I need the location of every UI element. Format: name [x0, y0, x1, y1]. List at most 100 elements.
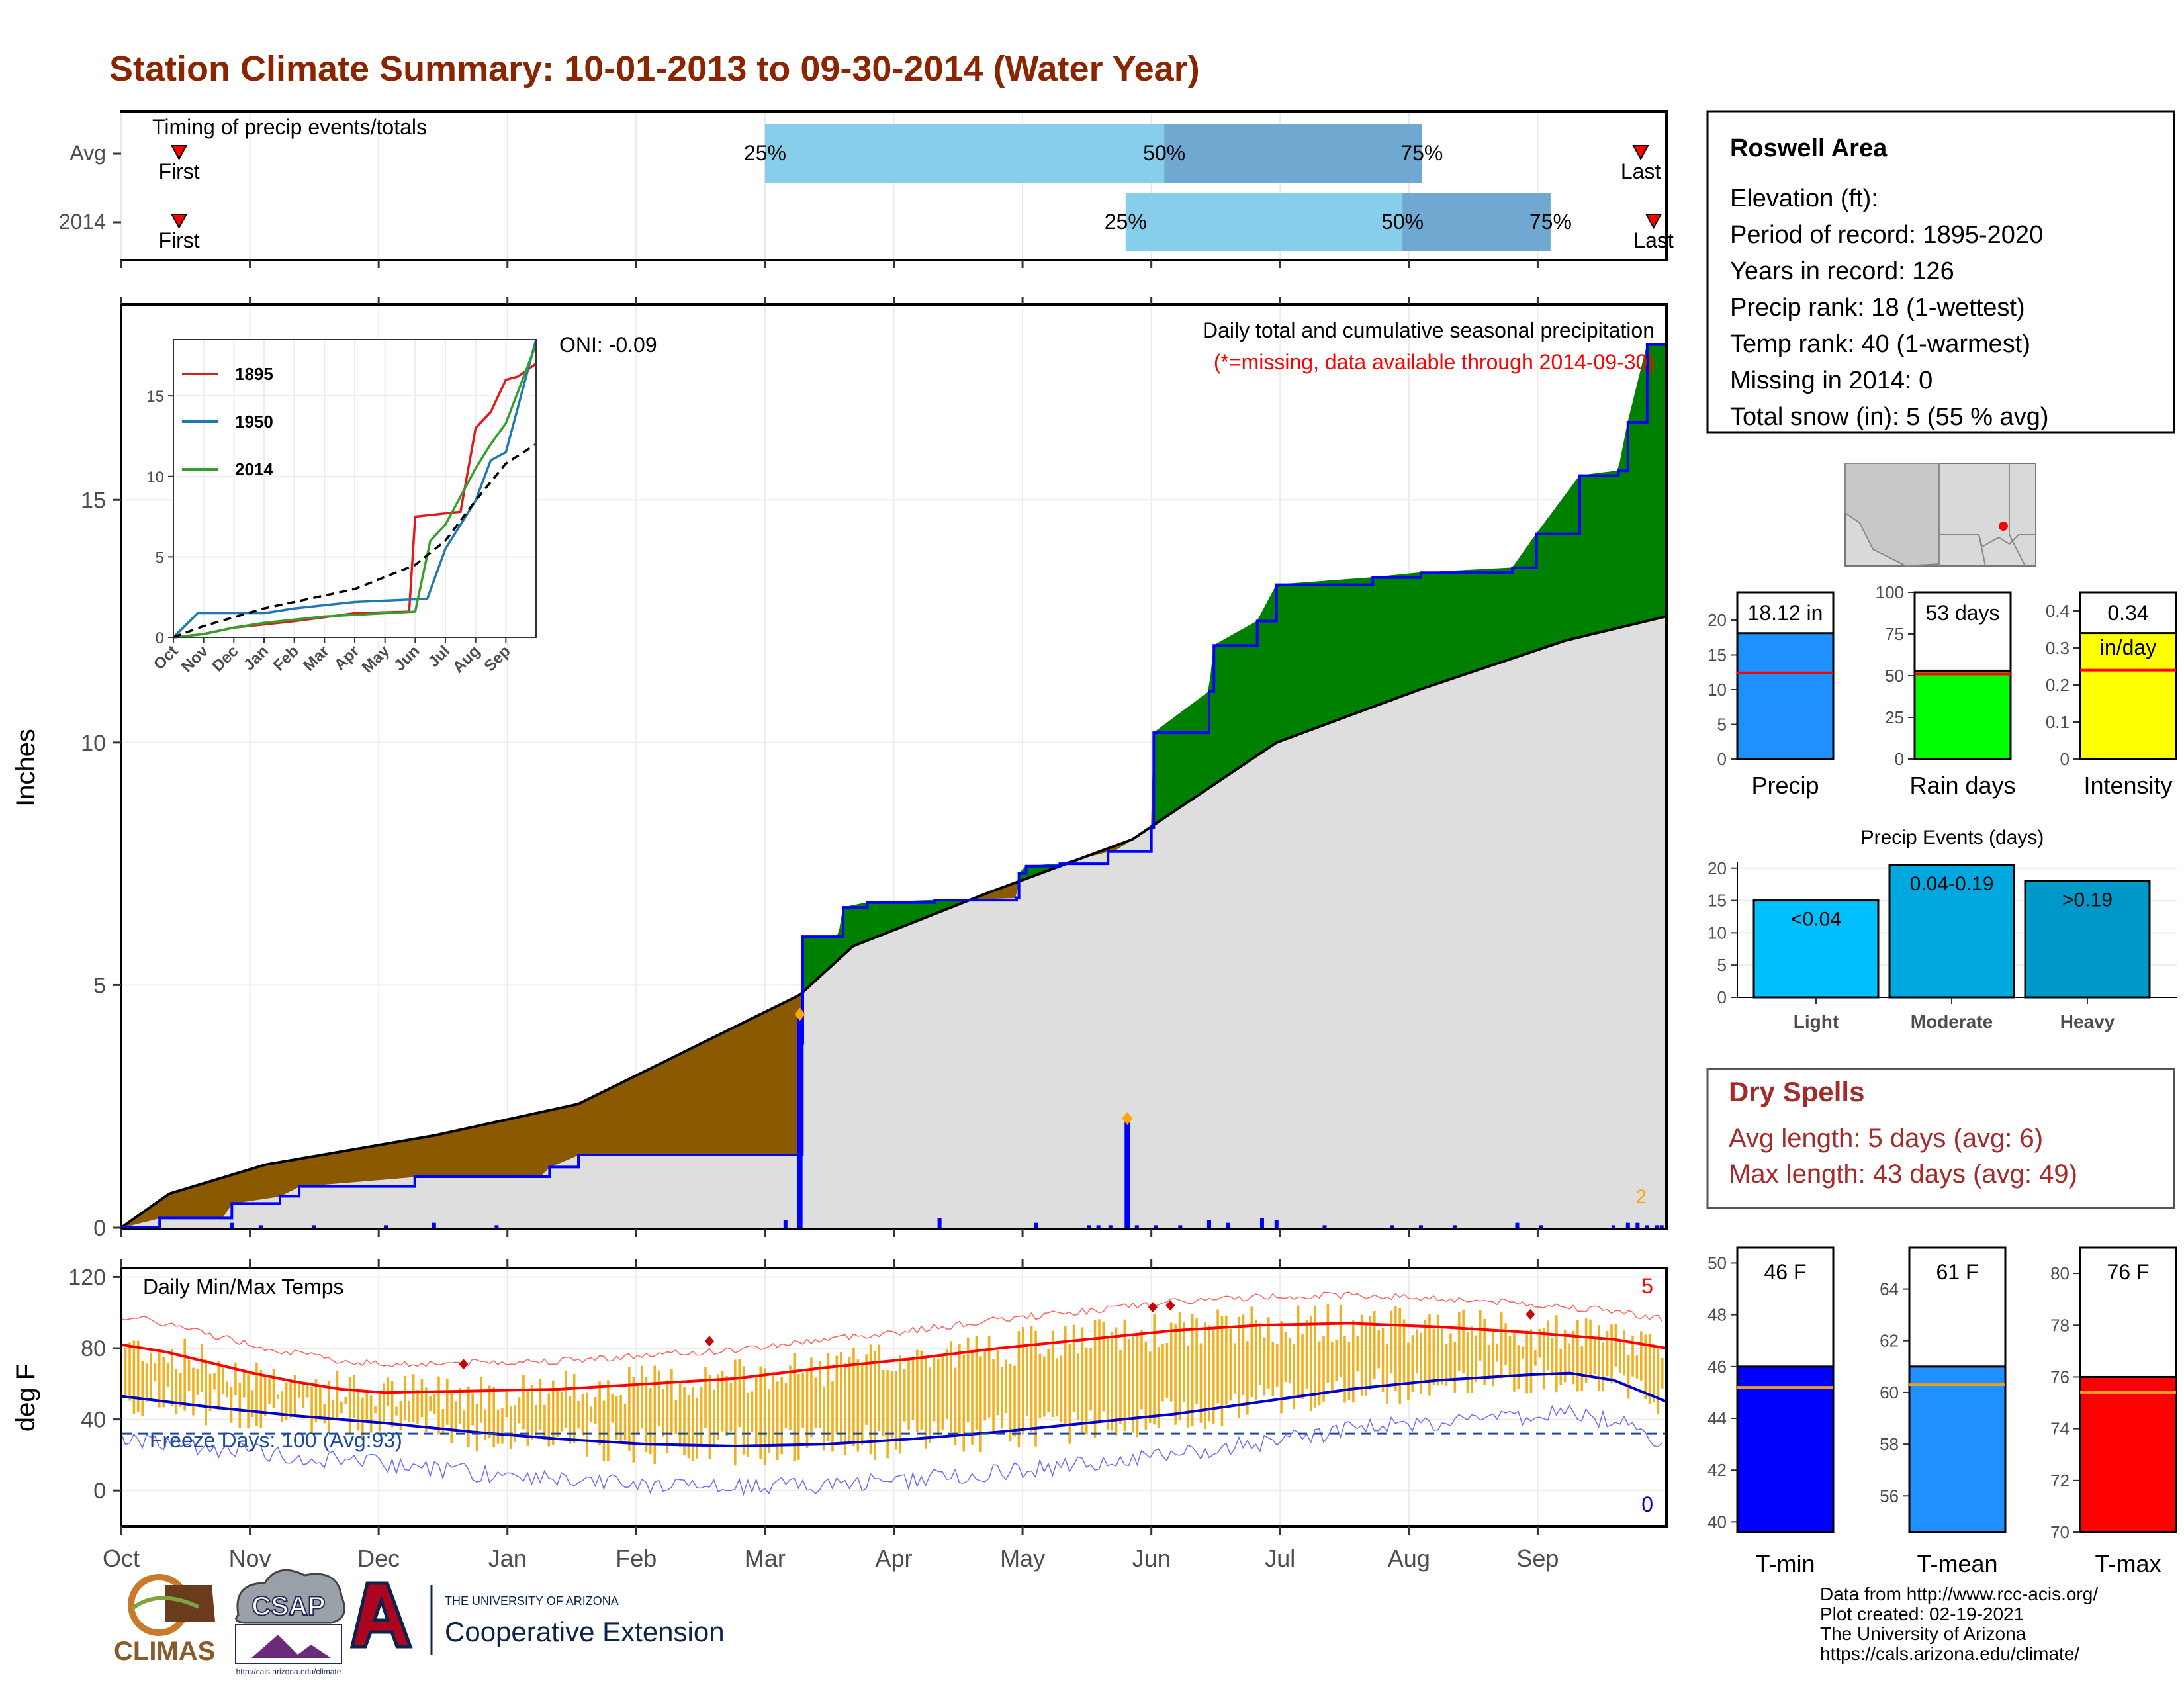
daily-temp-bar [1343, 1336, 1346, 1403]
daily-temp-bar [1631, 1336, 1634, 1377]
record-low-line [120, 1404, 1663, 1496]
last-event-marker [1632, 145, 1649, 161]
map-border-south [1978, 534, 2026, 567]
avg-min-temp-line [120, 1371, 1667, 1447]
daily-temp-bar [1199, 1343, 1203, 1423]
daily-temp-bar [1254, 1319, 1257, 1400]
daily-temp-bar [463, 1410, 466, 1432]
daily-temp-bar [1360, 1314, 1363, 1396]
daily-temp-bar [1089, 1348, 1092, 1411]
daily-temp-bar [1271, 1342, 1275, 1396]
month-tick-label: May [1000, 1545, 1045, 1572]
daily-temp-bar [1475, 1335, 1478, 1383]
daily-temp-bar [700, 1387, 703, 1445]
dry-spells-box: Dry Spells Avg length: 5 days (avg: 6) M… [1706, 1068, 2175, 1209]
daily-temp-bar [954, 1367, 957, 1445]
timing-panel: Timing of precip events/totals 25% 50% 75%… [120, 110, 1674, 261]
daily-temp-bar [408, 1400, 411, 1422]
daily-temp-bar [713, 1389, 715, 1447]
daily-temp-bar [251, 1390, 254, 1417]
daily-temp-bar [577, 1400, 580, 1429]
daily-temp-bar [547, 1393, 551, 1447]
daily-temp-bar [890, 1371, 893, 1439]
university-text: The University of Arizona [1820, 1623, 2026, 1644]
daily-temp-bar [754, 1377, 758, 1445]
daily-precip-bar [1645, 1225, 1649, 1228]
daily-temp-bar [1598, 1325, 1600, 1391]
daily-temp-bar [645, 1377, 648, 1453]
daily-temp-bar [628, 1367, 631, 1451]
daily-temp-bar [1318, 1341, 1321, 1406]
daily-temp-bar [1009, 1363, 1012, 1442]
heavy-event-marker [1122, 1112, 1133, 1126]
daily-temp-bar [772, 1371, 775, 1445]
daily-temp-bar [751, 1391, 754, 1433]
daily-temp-bar [1098, 1319, 1101, 1424]
daily-temp-bar [971, 1353, 974, 1445]
daily-temp-bar [259, 1369, 263, 1429]
daily-temp-bar [1284, 1332, 1287, 1383]
daily-precip-bar [1034, 1222, 1038, 1228]
daily-temp-bar [471, 1393, 474, 1426]
events-y-tick-label: 0 [1717, 987, 1727, 1007]
daily-temp-bar [1449, 1333, 1452, 1379]
daily-temp-bar [1169, 1322, 1173, 1402]
month-tick-label: Nov [229, 1545, 271, 1572]
daily-temp-bar [1132, 1334, 1134, 1433]
daily-temp-bar [327, 1381, 330, 1432]
daily-temp-bar [433, 1393, 436, 1414]
timing-p75-label: 75% [1400, 141, 1443, 165]
daily-temp-bar [763, 1368, 766, 1465]
daily-temp-bar [196, 1368, 199, 1395]
daily-temp-bar [441, 1409, 445, 1435]
daily-temp-bar [1398, 1308, 1401, 1404]
mini-bar-value [1736, 1365, 1835, 1533]
daily-temp-bar [162, 1357, 165, 1408]
daily-temp-bar [348, 1377, 351, 1433]
daily-temp-bar [1559, 1349, 1563, 1385]
month-tick-label: Oct [103, 1545, 140, 1572]
daily-temp-bar [136, 1340, 140, 1412]
precip-y-tick-label: 15 [81, 488, 106, 513]
daily-temp-bar [1043, 1356, 1046, 1417]
rain-days-bar-chart: 0 25 50 75 100 53 days Rain days [1876, 582, 2016, 799]
record-low-count: 0 [1641, 1492, 1653, 1516]
daily-precip-bar [1274, 1220, 1279, 1228]
daily-temp-bar [933, 1355, 936, 1422]
ua-logo-large-text: Cooperative Extension [445, 1616, 725, 1647]
mini-y-tick-label: 0 [2060, 749, 2070, 769]
timing-p50-label: 50% [1381, 210, 1424, 234]
dry-spells-avg: Avg length: 5 days (avg: 6) [1729, 1124, 2043, 1153]
info-line: Total snow (in): 5 (55 % avg) [1730, 403, 2049, 431]
first-event-marker [170, 145, 188, 161]
daily-temp-bar [903, 1368, 906, 1422]
page-title: Station Climate Summary: 10-01-2013 to 0… [109, 49, 1200, 89]
daily-precip-bar [258, 1225, 263, 1228]
temp-daily-bars [120, 1304, 1664, 1466]
mini-y-tick-label: 58 [1880, 1434, 1899, 1454]
daily-temp-bar [1534, 1350, 1537, 1366]
daily-temp-bar [179, 1373, 182, 1407]
daily-temp-bar [1471, 1326, 1473, 1393]
daily-precip-bar [1259, 1218, 1264, 1228]
info-line: Temp rank: 40 (1-warmest) [1730, 330, 2030, 358]
daily-temp-bar [175, 1369, 178, 1414]
mini-y-tick-label: 64 [1880, 1279, 1899, 1299]
daily-temp-bar [1627, 1355, 1630, 1399]
mini-y-tick-label: 0 [1717, 749, 1727, 769]
mini-y-tick-label: 72 [2050, 1471, 2070, 1490]
timing-row-label: 2014 [59, 210, 106, 234]
mini-bar-value-label: 61 F [1936, 1260, 1978, 1284]
daily-temp-bar [869, 1344, 872, 1455]
dry-spells-max: Max length: 43 days (avg: 49) [1729, 1160, 2077, 1189]
daily-temp-bar [1259, 1323, 1261, 1385]
events-y-tick-label: 20 [1707, 858, 1727, 878]
daily-temp-bar [217, 1361, 220, 1410]
daily-temp-bar [674, 1400, 678, 1434]
daily-temp-bar [632, 1377, 635, 1463]
daily-temp-bar [332, 1399, 334, 1418]
daily-precip-bar [230, 1222, 234, 1228]
daily-temp-bar [496, 1409, 500, 1444]
daily-temp-bar [979, 1356, 982, 1453]
daily-temp-bar [1026, 1344, 1029, 1416]
